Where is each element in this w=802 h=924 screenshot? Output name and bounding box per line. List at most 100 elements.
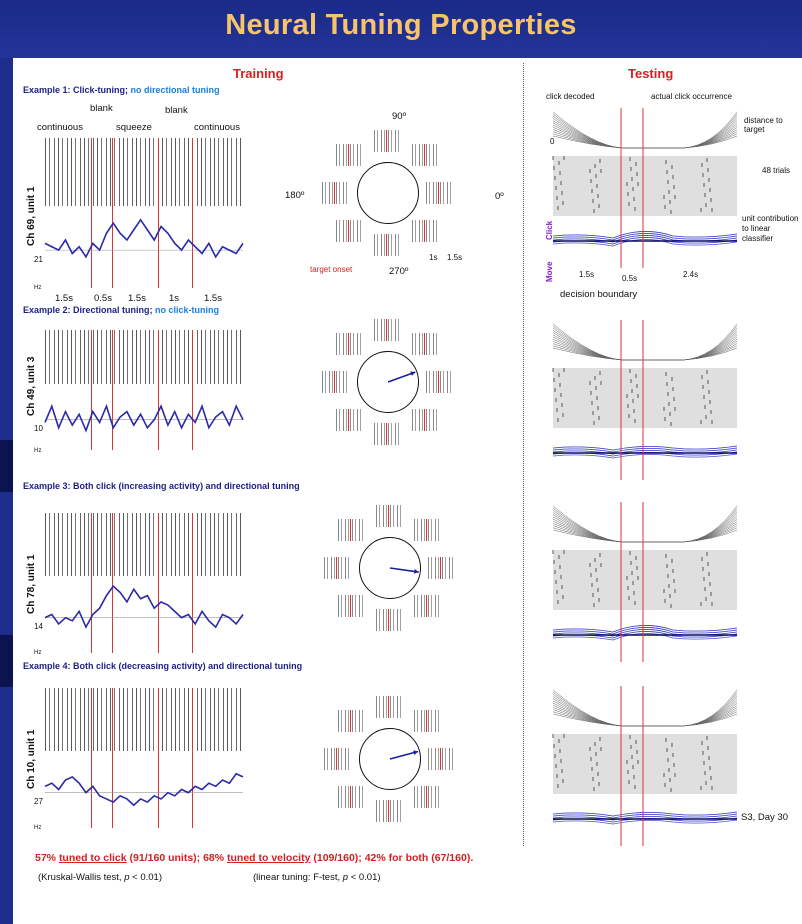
epoch-line: [191, 688, 193, 828]
direction-raster: [336, 220, 364, 242]
time-label-4: 1s: [169, 293, 180, 304]
direction-raster: [376, 609, 404, 631]
testing-panel: [552, 502, 738, 662]
classifier-trace: [552, 453, 738, 459]
direction-raster: [376, 505, 404, 527]
baseline-label: 21: [34, 255, 43, 264]
classifier-trace: [552, 819, 738, 825]
epoch-line: [191, 138, 193, 288]
classifier-trace: [552, 625, 738, 633]
direction-raster: [324, 557, 352, 579]
epoch-line: [112, 688, 114, 828]
target-onset-line: [348, 220, 349, 242]
target-onset-line: [348, 144, 349, 166]
test-time-2: 0.5s: [622, 274, 638, 283]
direction-raster: [426, 182, 454, 204]
target-onset-line: [388, 609, 389, 631]
target-onset-line: [440, 557, 441, 579]
direction-raster: [412, 220, 440, 242]
trace-line: [44, 772, 244, 807]
target-onset-line: [386, 130, 387, 152]
spike-raster: [45, 330, 243, 384]
target-onset-line: [334, 371, 335, 393]
arrow-shaft: [389, 567, 419, 573]
direction-raster: [324, 748, 352, 770]
direction-raster: [428, 748, 456, 770]
column-divider: [523, 63, 524, 846]
epoch-line: [157, 330, 159, 450]
classifier-trace: [552, 633, 738, 641]
distance-label: distance to target: [744, 116, 783, 134]
direction-raster: [412, 144, 440, 166]
direction-raster: [374, 423, 402, 445]
direction-raster: [338, 786, 366, 808]
trace-line: [44, 403, 244, 433]
trials-label: 48 trials: [762, 166, 791, 175]
testing-header: Testing: [628, 66, 674, 81]
time-label-1: 1.5s: [55, 293, 73, 304]
baseline-label: 14: [34, 622, 43, 632]
preferred-direction-arrow: [389, 750, 419, 760]
direction-raster: [414, 519, 442, 541]
direction-raster: [338, 710, 366, 732]
target-onset-line: [424, 144, 425, 166]
arrow-head: [414, 569, 419, 574]
hz-label: Hz: [34, 447, 42, 454]
target-onset-line: [426, 519, 427, 541]
classifier-trace: [552, 447, 738, 453]
target-onset-line: [438, 371, 439, 393]
unit-contribution-label: unit contribution to linear classifier: [742, 214, 799, 243]
trial-raster: [553, 550, 737, 610]
target-onset-line: [388, 696, 389, 718]
classifier-trace: [552, 239, 738, 247]
blank-label-2: blank: [165, 105, 188, 116]
trial-raster: [553, 734, 737, 794]
test-time-1: 1.5s: [579, 270, 595, 279]
distance-trace: [552, 111, 738, 149]
unit-label: Ch 10, unit 1: [26, 729, 37, 789]
target-onset-line: [350, 595, 351, 617]
hz-label: Hz: [34, 650, 42, 657]
direction-raster: [414, 786, 442, 808]
direction-raster: [376, 696, 404, 718]
squeeze-label: squeeze: [116, 122, 152, 133]
target-onset-line: [424, 333, 425, 355]
footnote-kruskal: (Kruskal-Wallis test, p < 0.01): [38, 872, 162, 883]
target-onset-line: [424, 220, 425, 242]
firing-rate-trace: [44, 584, 244, 629]
direction-raster: [426, 371, 454, 393]
sidebar-marker: [0, 440, 13, 492]
epoch-line: [157, 513, 159, 653]
epoch-line: [112, 513, 114, 653]
target-onset-line: [424, 409, 425, 431]
epoch-line: [90, 330, 92, 450]
target-onset-line: [426, 710, 427, 732]
direction-raster: [322, 371, 350, 393]
direction-raster: [412, 333, 440, 355]
deg-270-label: 270º: [389, 266, 409, 277]
deg-90-label: 90º: [392, 111, 407, 122]
target-onset-line: [348, 333, 349, 355]
actual-click-label: actual click occurrence: [651, 92, 732, 101]
example-1-label: Example 1: Click-tuning; no directional …: [23, 85, 220, 95]
unit-label: Ch 49, unit 3: [26, 356, 37, 417]
direction-raster: [412, 409, 440, 431]
time-label-5: 1.5s: [204, 293, 222, 304]
direction-circle: [357, 162, 419, 224]
classifier-trace: [552, 813, 738, 819]
deg-0-label: 0º: [495, 191, 504, 202]
testing-panel: [552, 108, 738, 268]
spike-raster: [45, 688, 243, 751]
continuous-label-1: continuous: [37, 122, 83, 133]
blank-label-1: blank: [90, 103, 113, 114]
testing-panel: [552, 686, 738, 846]
direction-raster: [338, 595, 366, 617]
direction-raster: [374, 234, 402, 256]
direction-raster: [322, 182, 350, 204]
sidebar-marker: [0, 635, 13, 687]
hz-label: Hz: [34, 825, 42, 832]
epoch-line: [90, 688, 92, 828]
unit-label: Ch 78, unit 1: [26, 554, 37, 614]
classifier-trace: [552, 627, 738, 635]
footnote-ftest: (linear tuning: F-test, p < 0.01): [253, 872, 381, 883]
